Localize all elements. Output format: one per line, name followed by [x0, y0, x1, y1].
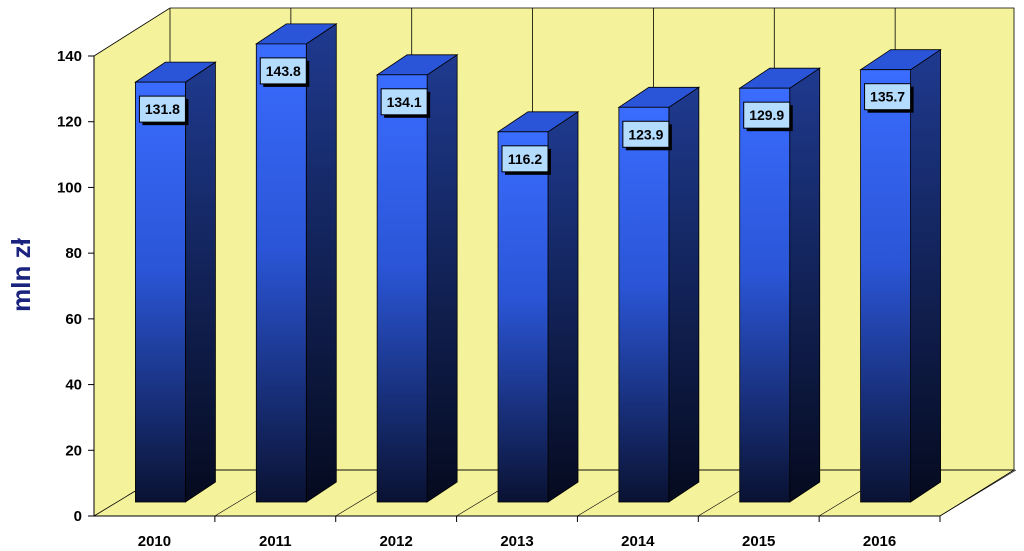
y-tick-label: 100 — [57, 179, 82, 196]
y-tick-label: 140 — [57, 48, 82, 65]
y-tick-label: 80 — [65, 245, 82, 262]
y-tick-label: 20 — [65, 442, 82, 459]
data-label-text: 134.1 — [387, 94, 422, 110]
data-label-box — [864, 83, 912, 111]
bar-front — [255, 43, 307, 503]
bar-2010 — [134, 61, 217, 503]
data-label-box — [622, 120, 670, 148]
bar-2012 — [375, 54, 459, 503]
data-label-box — [138, 95, 186, 123]
data-label-text: 135.7 — [870, 89, 905, 105]
x-tick-label: 2011 — [259, 533, 292, 550]
y-tick-label: 0 — [74, 508, 82, 525]
y-tick-labels: 0 20 40 60 80 100 120 140 — [57, 48, 94, 525]
data-label: 129.9 — [743, 101, 793, 132]
data-label-box — [743, 101, 791, 129]
data-label-box — [380, 88, 428, 116]
x-tick-label: 2015 — [742, 533, 775, 550]
x-tick-label: 2012 — [379, 533, 412, 550]
data-label-text: 131.8 — [145, 101, 180, 117]
y-axis-title: mln zł — [6, 237, 36, 311]
y-tick-label: 60 — [65, 311, 82, 328]
bar-2015 — [738, 67, 822, 503]
bar-2013 — [496, 111, 580, 503]
bar-2011 — [254, 23, 338, 503]
data-label-box — [259, 57, 307, 85]
data-label: 134.1 — [380, 88, 431, 118]
x-tick-labels: 2010 2011 2012 2013 2014 2015 2016 — [138, 516, 941, 550]
bar-front — [860, 69, 911, 503]
data-label: 143.8 — [259, 57, 310, 87]
data-label-text: 123.9 — [628, 126, 663, 142]
data-label-text: 143.8 — [266, 63, 301, 79]
bar-side — [910, 48, 941, 503]
y-tick-label: 120 — [57, 114, 82, 131]
bar-side — [547, 111, 579, 503]
axes — [93, 56, 940, 517]
data-label: 123.9 — [622, 120, 672, 151]
x-tick-label: 2010 — [138, 533, 171, 550]
data-labels: 131.8 143.8 134.1 116.2 123.9 129.9 135.7 — [138, 57, 914, 175]
bar-side — [185, 61, 216, 503]
bar-front — [739, 87, 791, 503]
data-label: 116.2 — [501, 145, 551, 175]
data-label: 135.7 — [864, 83, 914, 113]
y-tick-label: 40 — [65, 377, 82, 394]
bar-side — [426, 54, 458, 503]
floor-line — [939, 469, 1017, 517]
bar-2016 — [859, 48, 942, 503]
bar-front — [618, 106, 670, 503]
data-label-box — [501, 145, 549, 173]
data-label-text: 116.2 — [508, 151, 542, 167]
bar-side — [305, 23, 337, 503]
bars — [134, 23, 942, 503]
x-tick-label: 2014 — [621, 533, 655, 550]
bar-front — [135, 81, 186, 503]
bar-front — [497, 131, 549, 503]
data-label: 131.8 — [138, 95, 189, 126]
bar-front — [376, 74, 428, 503]
data-label-text: 129.9 — [749, 107, 784, 123]
bar-2014 — [617, 86, 701, 503]
bar-side — [789, 67, 821, 503]
x-tick-label: 2013 — [500, 533, 533, 550]
bar-side — [668, 86, 700, 503]
x-tick-label: 2016 — [863, 533, 896, 550]
